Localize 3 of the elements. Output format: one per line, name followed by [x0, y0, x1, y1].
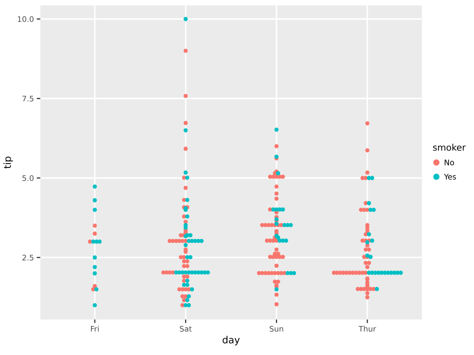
x-axis-title: day — [222, 336, 240, 346]
legend-title: smoker — [433, 144, 466, 151]
y-axis-title: tip — [3, 156, 13, 168]
